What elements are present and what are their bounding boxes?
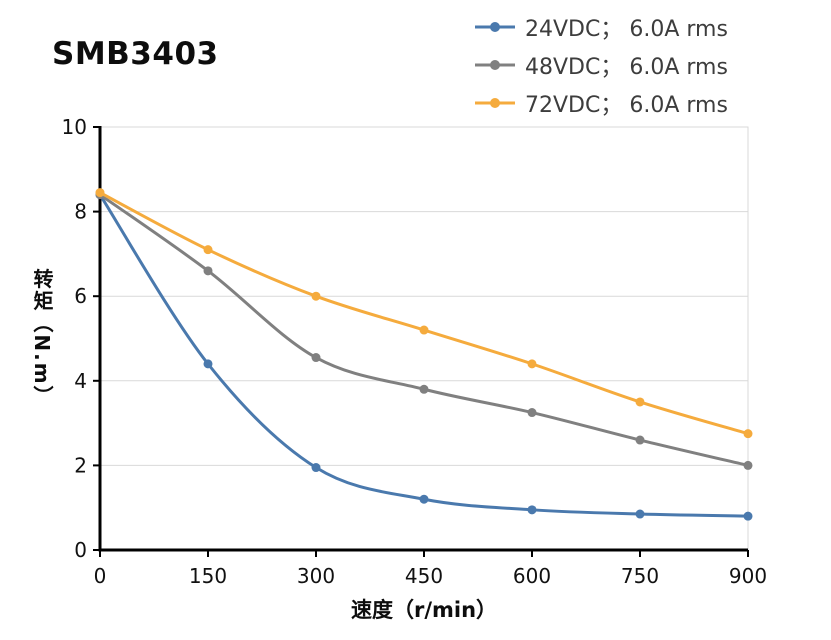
legend-item-1: 48VDC； 6.0A rms [474,48,728,81]
series-point-1 [311,353,321,363]
series-point-0 [419,494,429,504]
legend-item-0: 24VDC； 6.0A rms [474,10,728,43]
legend: 24VDC； 6.0A rms 48VDC； 6.0A rms 72VDC； 6.0… [474,10,728,119]
series-line-2 [98,191,750,436]
series-point-0 [527,505,537,515]
series-point-2 [311,291,321,301]
series-point-1 [419,384,429,394]
x-axis-title: 速度（r/min） [350,598,498,622]
chart-title: SMB3403 [52,36,219,72]
y-tick-label: 2 [74,453,87,477]
legend-marker [475,59,515,70]
y-tick-label: 6 [74,284,87,308]
x-tick-label: 600 [513,564,551,588]
legend-label: 72VDC； 6.0A rms [525,92,728,118]
x-tick-label: 300 [297,564,335,588]
series-point-0 [311,463,321,473]
y-tick-label: 8 [74,200,87,224]
series-point-2 [743,429,753,439]
y-axis-title: 转矩（N.m） [30,268,54,408]
series-point-0 [743,511,753,521]
y-tick-label: 10 [62,115,87,139]
series-point-2 [203,245,213,255]
legend-label: 48VDC； 6.0A rms [525,54,728,80]
x-tick-label: 0 [94,564,107,588]
y-tick-label: 4 [74,369,87,393]
series-point-1 [743,460,753,470]
legend-marker [475,21,515,32]
series-point-0 [203,359,213,369]
series-point-2 [95,188,105,198]
x-tick-label: 750 [621,564,659,588]
legend-marker [475,97,515,108]
x-tick-label: 150 [189,564,227,588]
series-point-0 [635,509,645,519]
x-tick-label: 900 [729,564,767,588]
legend-item-2: 72VDC； 6.0A rms [474,86,728,119]
series-point-1 [635,435,645,445]
plot-border [99,126,749,551]
y-tick-label: 0 [74,538,87,562]
series-point-1 [203,266,213,276]
x-tick-label: 450 [405,564,443,588]
legend-label: 24VDC； 6.0A rms [525,16,728,42]
series-point-1 [527,408,537,418]
series-point-2 [527,359,537,369]
series-point-2 [635,397,645,407]
series-point-2 [419,325,429,335]
